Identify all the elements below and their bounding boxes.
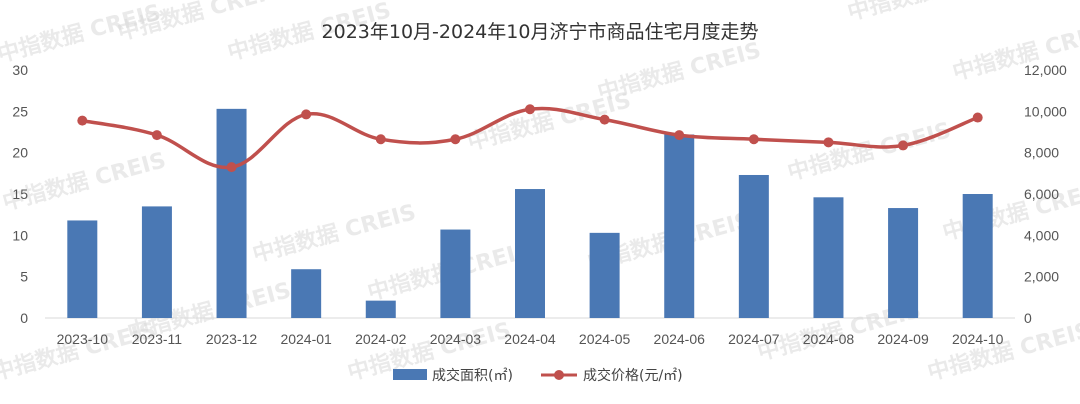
x-tick-label: 2024-06 xyxy=(654,331,706,347)
watermark-text: 中指数据 CREIS xyxy=(785,117,954,186)
bar-2023-11 xyxy=(141,206,172,318)
price-point-2024-03 xyxy=(450,134,461,145)
x-tick-label: 2024-09 xyxy=(877,331,929,347)
price-point-2024-09 xyxy=(898,140,909,151)
x-tick-label: 2024-05 xyxy=(579,331,631,347)
right-tick-label: 0 xyxy=(1024,310,1032,326)
watermark-text: 中指数据 CREIS xyxy=(595,37,764,106)
left-tick-label: 30 xyxy=(12,62,28,78)
price-point-2024-02 xyxy=(375,134,386,145)
right-tick-label: 12,000 xyxy=(1024,62,1067,78)
bar-2024-01 xyxy=(291,269,322,318)
left-tick-label: 25 xyxy=(12,103,28,119)
right-tick-label: 10,000 xyxy=(1024,103,1067,119)
legend-swatch-bar xyxy=(393,369,427,380)
right-tick-label: 6,000 xyxy=(1024,186,1059,202)
price-point-2024-04 xyxy=(525,104,535,115)
price-point-2024-01 xyxy=(301,109,312,120)
x-tick-label: 2023-12 xyxy=(206,331,258,347)
bar-2024-10 xyxy=(962,194,993,318)
x-tick-label: 2023-11 xyxy=(132,331,183,347)
right-axis: 0 2,000 4,000 6,000 8,000 10,000 12,000 xyxy=(1024,62,1067,326)
price-point-2024-06 xyxy=(674,130,685,141)
legend: 成交面积(㎡) 成交价格(元/㎡) xyxy=(393,367,683,384)
left-tick-label: 20 xyxy=(12,145,28,161)
left-tick-label: 5 xyxy=(20,269,28,285)
price-point-2024-10 xyxy=(972,112,983,123)
line-series xyxy=(77,104,983,173)
legend-label-bar: 成交面积(㎡) xyxy=(432,367,513,384)
x-tick-label: 2024-10 xyxy=(952,331,1004,347)
bar-2024-07 xyxy=(738,174,769,318)
price-point-2023-12 xyxy=(226,162,237,173)
watermark-text: 中指数据 CREIS xyxy=(250,199,419,268)
x-axis: 2023-10 2023-11 2023-12 2024-01 2024-02 2024-… xyxy=(57,331,1004,347)
x-tick-label: 2024-04 xyxy=(504,331,556,347)
bar-2024-03 xyxy=(440,229,471,318)
price-point-2024-07 xyxy=(748,134,759,145)
x-tick-label: 2024-03 xyxy=(430,331,482,347)
right-tick-label: 2,000 xyxy=(1024,269,1059,285)
right-tick-label: 4,000 xyxy=(1024,227,1059,243)
price-point-2024-08 xyxy=(823,137,834,148)
price-point-2024-05 xyxy=(599,114,610,125)
watermark-text: 中指数据 CREIS xyxy=(925,317,1080,386)
bar-2023-12 xyxy=(216,108,247,318)
x-tick-label: 2023-10 xyxy=(57,331,109,347)
right-tick-label: 8,000 xyxy=(1024,145,1059,161)
legend-label-line: 成交价格(元/㎡) xyxy=(583,367,683,384)
left-tick-label: 10 xyxy=(12,227,28,243)
price-point-2023-11 xyxy=(151,130,162,141)
legend-marker-line xyxy=(554,370,564,380)
left-tick-label: 15 xyxy=(12,186,28,202)
price-point-2023-10 xyxy=(77,115,88,126)
bar-2023-10 xyxy=(67,220,98,318)
bar-2024-05 xyxy=(589,232,620,318)
left-tick-label: 0 xyxy=(20,310,28,326)
left-axis: 0 5 10 15 20 25 30 xyxy=(12,62,28,326)
x-tick-label: 2024-02 xyxy=(355,331,407,347)
chart-title: 2023年10月-2024年10月济宁市商品住宅月度走势 xyxy=(322,21,759,43)
watermark-text: 中指数据 CREIS xyxy=(845,0,1014,26)
x-tick-label: 2024-08 xyxy=(803,331,855,347)
x-tick-label: 2024-07 xyxy=(728,331,780,347)
bar-2024-02 xyxy=(365,300,396,318)
bar-2024-08 xyxy=(813,197,844,318)
bar-2024-06 xyxy=(664,134,695,318)
bar-series xyxy=(67,108,993,318)
bar-2024-09 xyxy=(888,208,919,318)
bar-2024-04 xyxy=(515,189,545,318)
x-tick-label: 2024-01 xyxy=(280,331,332,347)
